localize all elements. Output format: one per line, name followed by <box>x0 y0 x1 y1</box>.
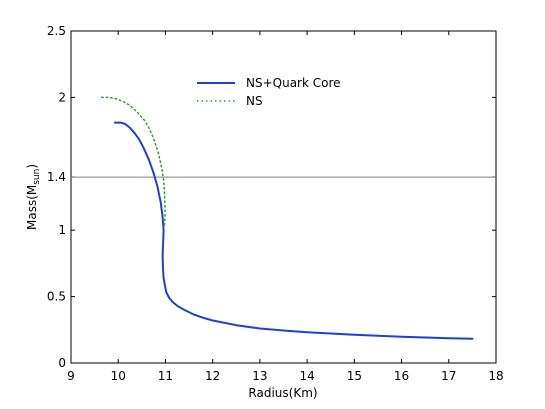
y-tick-label-0: 0 <box>58 356 66 370</box>
series-line-ns-quark-core <box>113 121 474 340</box>
y-tick-label-1: 0.5 <box>47 290 66 304</box>
plot-area <box>70 30 497 364</box>
series-group <box>100 96 474 340</box>
y-tick-label-2: 1 <box>58 223 66 237</box>
y-tick-label-4: 2 <box>58 90 66 104</box>
y-tick-label-5: 2.5 <box>47 24 66 38</box>
x-tick-label-9: 9 <box>67 369 75 383</box>
x-axis: 9 10 11 12 13 14 15 16 17 18 <box>67 31 504 383</box>
x-tick-label-17: 17 <box>441 369 456 383</box>
legend-label-ns: NS <box>246 94 263 108</box>
y-tick-label-3: 1.4 <box>47 170 66 184</box>
x-axis-label: Radius(Km) <box>248 386 317 400</box>
x-tick-label-16: 16 <box>394 369 409 383</box>
x-tick-label-13: 13 <box>252 369 267 383</box>
x-tick-label-11: 11 <box>158 369 173 383</box>
legend: NS+Quark Core NS <box>197 76 341 108</box>
y-axis-label-sub: sun <box>32 169 42 185</box>
y-axis-label: Mass(Msun) <box>25 164 42 230</box>
y-axis-label-main: Mass(M <box>25 185 39 230</box>
x-tick-label-12: 12 <box>205 369 220 383</box>
y-axis-label-close: ) <box>25 164 39 169</box>
y-axis: 0 0.5 1 1.4 2 2.5 <box>47 24 496 370</box>
legend-label-ns-quark-core: NS+Quark Core <box>246 76 341 90</box>
series-line-ns <box>100 96 166 226</box>
x-tick-label-15: 15 <box>347 369 362 383</box>
x-tick-label-14: 14 <box>299 369 314 383</box>
x-tick-label-10: 10 <box>111 369 126 383</box>
x-tick-label-18: 18 <box>488 369 503 383</box>
